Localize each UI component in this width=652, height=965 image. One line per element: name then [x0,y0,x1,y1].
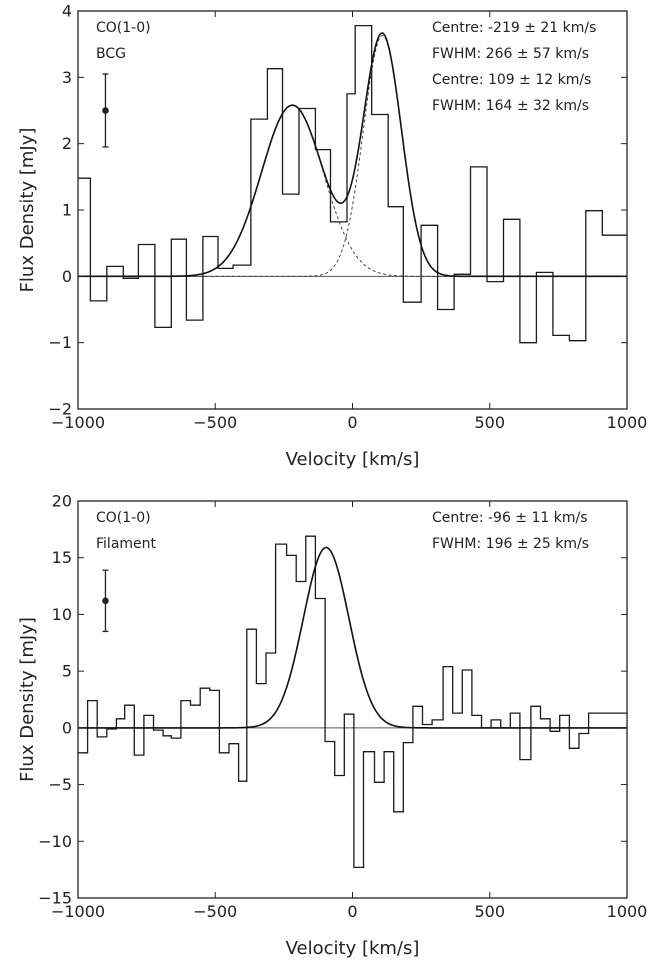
fit-parameter-label: FWHM: 266 ± 57 km/s [432,46,589,62]
y-tick-label: 0 [62,718,72,737]
fit-parameter-label: Centre: -219 ± 21 km/s [432,20,596,36]
fit-parameter-label: FWHM: 164 ± 32 km/s [432,98,589,114]
fit-parameter-label: FWHM: 196 ± 25 km/s [432,536,589,552]
y-tick-label: 5 [62,662,72,681]
y-tick-label: 4 [62,2,72,21]
x-tick-label: 1000 [607,902,648,921]
x-tick-label: 500 [474,902,505,921]
plot-frame [77,500,628,899]
fit-parameter-label: Centre: -96 ± 11 km/s [432,510,588,526]
x-tick-label: 0 [347,413,357,432]
error-bar-point [102,597,109,605]
y-tick-label: 10 [52,605,72,624]
y-axis-label: Flux Density [mJy] [17,617,38,782]
error-bar-point [102,107,109,114]
x-tick-label: −1000 [51,413,105,432]
fit-parameter-label: Centre: 109 ± 12 km/s [432,72,591,88]
panel-label: Filament [96,536,157,552]
x-tick-label: 0 [347,902,357,921]
panel-label: CO(1-0) [96,20,151,36]
y-tick-label: 2 [62,134,72,153]
bcg-spectrum-panel: −1000 −500 0 500 1000 −2 −1 0 1 2 3 4 Velocity [km/s… [17,2,647,471]
y-tick-label: 15 [52,548,72,567]
y-tick-label: −10 [38,832,72,851]
panel-label: CO(1-0) [96,510,151,526]
x-tick-label: 1000 [607,413,648,432]
spectrum-histogram [78,24,627,344]
gaussian-component-1 [78,104,627,277]
y-tick-label: 20 [52,492,72,511]
x-axis-label: Velocity [km/s] [286,938,420,959]
x-tick-label: −500 [193,902,237,921]
x-tick-label: 500 [474,413,505,432]
y-tick-label: 1 [62,201,72,220]
filament-spectrum-panel: −1000 −500 0 500 1000 −15 −10 −5 0 5 10 15 20 Velocit… [17,492,647,960]
spectrum-histogram [78,535,627,869]
x-axis-label: Velocity [km/s] [286,449,420,470]
x-tick-label: −1000 [51,902,105,921]
y-tick-label: −1 [48,333,72,352]
x-tick-label: −500 [193,413,237,432]
plot-frame [77,10,628,410]
panel-label: BCG [96,46,126,62]
y-tick-label: −5 [48,775,72,794]
y-tick-label: 3 [62,68,72,87]
y-tick-label: −15 [38,889,72,908]
gaussian-fit-curve [78,32,627,278]
y-tick-label: −2 [48,400,72,419]
y-tick-label: 0 [62,267,72,286]
gaussian-fit-curve [78,546,627,729]
y-axis-label: Flux Density [mJy] [17,128,38,293]
